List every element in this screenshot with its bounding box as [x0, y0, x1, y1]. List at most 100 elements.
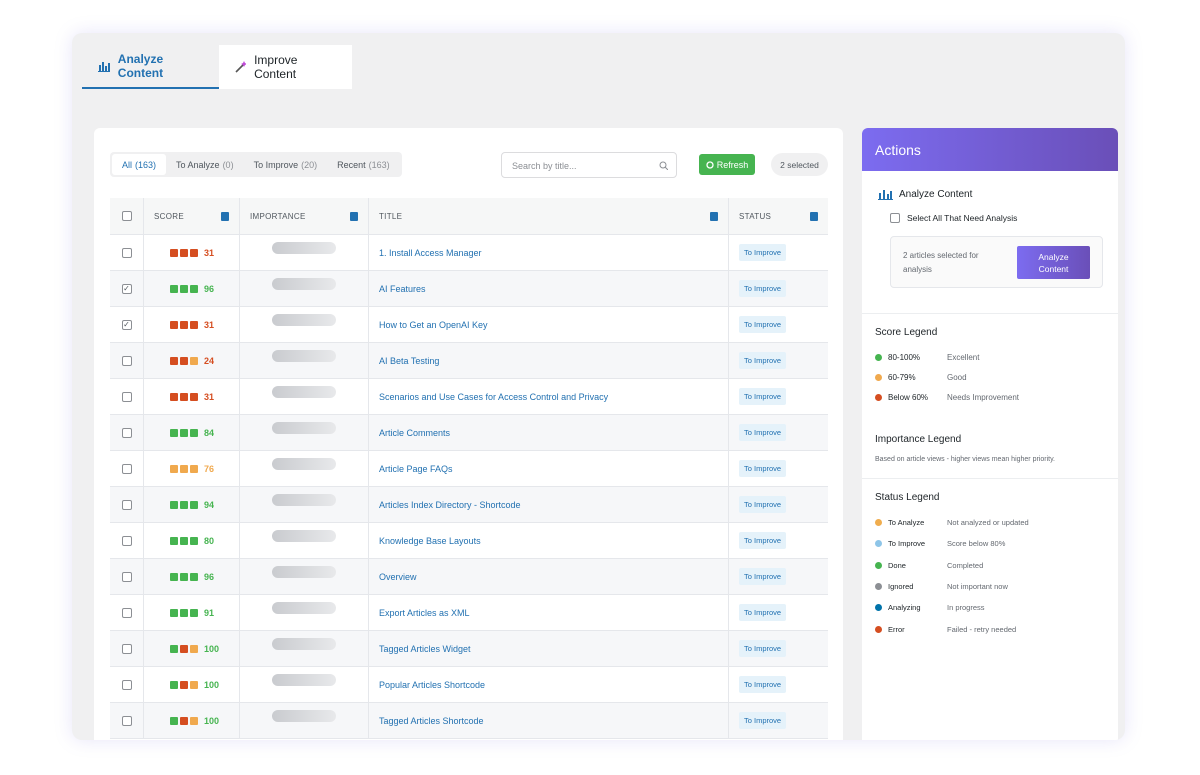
search-box[interactable]: Search by title...: [501, 152, 677, 178]
status-badge: To Improve: [739, 568, 787, 585]
legend-item: 80-100% Excellent: [875, 353, 979, 362]
importance-bar: [272, 421, 336, 434]
score-value: 96: [204, 283, 215, 294]
article-title[interactable]: Scenarios and Use Cases for Access Contr…: [379, 391, 609, 402]
cell: Scenarios and Use Cases for Access Contr…: [369, 379, 729, 414]
article-title[interactable]: Article Page FAQs: [379, 463, 453, 474]
cell: [240, 343, 369, 378]
tab-analyze[interactable]: Analyze Content: [82, 45, 219, 89]
importance-bar: [272, 241, 336, 254]
filter-tab[interactable]: Recent (163): [327, 154, 400, 175]
cell: [110, 703, 144, 738]
content-panel: All (163) To Analyze (0) To Improve (20) Recen…: [94, 128, 843, 740]
filter-bar: All (163) To Analyze (0) To Improve (20) Recen…: [110, 152, 402, 177]
articles-table: SCORE IMPORTANCE TITLE STATUS 31 1. Install A…: [110, 198, 828, 739]
score-square: [180, 536, 188, 545]
checkbox[interactable]: [121, 643, 132, 654]
score-square: [170, 680, 178, 689]
checkbox[interactable]: [121, 679, 132, 690]
article-title[interactable]: Tagged Articles Widget: [379, 643, 471, 654]
cell: [110, 379, 144, 414]
legend-dot: [875, 625, 882, 633]
importance-bar: [272, 673, 336, 686]
filter-tab[interactable]: To Improve (20): [244, 154, 328, 175]
search-icon: [659, 161, 668, 170]
checkbox[interactable]: [121, 463, 132, 474]
cell: AI Beta Testing: [369, 343, 729, 378]
cell: To Improve: [729, 271, 828, 306]
table-row: 76 Article Page FAQs To Improve: [110, 451, 828, 487]
score-square: [170, 500, 178, 509]
legend-text: Failed - retry needed: [947, 624, 1017, 634]
checkbox[interactable]: [121, 427, 132, 438]
cell: [110, 559, 144, 594]
table-row: 31 1. Install Access Manager To Improve: [110, 235, 828, 271]
article-title[interactable]: AI Beta Testing: [379, 355, 440, 366]
checkbox[interactable]: [121, 211, 132, 221]
sort-icon[interactable]: [221, 211, 229, 221]
article-title[interactable]: How to Get an OpenAI Key: [379, 319, 488, 330]
tab-improve[interactable]: Improve Content: [219, 45, 352, 89]
checkbox[interactable]: [121, 499, 132, 510]
refresh-button[interactable]: Refresh: [699, 154, 755, 175]
checkbox[interactable]: [121, 571, 132, 582]
legend-item: To Analyze Not analyzed or updated: [875, 518, 1029, 527]
article-title[interactable]: Article Comments: [379, 427, 451, 438]
sort-icon[interactable]: [710, 211, 718, 221]
selection-note: 2 articles selected for analysis: [903, 251, 979, 274]
cell: 84: [144, 415, 240, 450]
status-badge: To Improve: [739, 676, 787, 693]
checkbox[interactable]: [121, 391, 132, 402]
checkbox[interactable]: [890, 213, 900, 223]
article-title[interactable]: 1. Install Access Manager: [379, 247, 482, 258]
score-square: [190, 500, 198, 509]
importance-bar: [272, 529, 336, 542]
article-title[interactable]: Knowledge Base Layouts: [379, 535, 481, 546]
checkbox[interactable]: [121, 607, 132, 618]
score-square: [180, 680, 188, 689]
status-badge: To Improve: [739, 496, 787, 513]
cell: [240, 451, 369, 486]
header-cell: STATUS: [729, 198, 828, 234]
legend-text: In progress: [947, 603, 985, 613]
header-label: SCORE: [154, 211, 184, 221]
checkbox[interactable]: [121, 247, 132, 258]
header-cell: SCORE: [144, 198, 240, 234]
article-title[interactable]: Articles Index Directory - Shortcode: [379, 499, 521, 510]
cell: 31: [144, 307, 240, 342]
score-square: [190, 536, 198, 545]
cell: ✓: [110, 271, 144, 306]
checkbox[interactable]: ✓: [121, 319, 132, 330]
divider: [862, 478, 1118, 479]
checkbox[interactable]: [121, 355, 132, 366]
article-title[interactable]: Overview: [379, 571, 417, 582]
checkbox[interactable]: [121, 535, 132, 546]
filter-tab[interactable]: To Analyze (0): [166, 154, 244, 175]
article-title[interactable]: AI Features: [379, 283, 426, 294]
cell: 1. Install Access Manager: [369, 235, 729, 270]
score-value: 96: [204, 571, 215, 582]
status-badge: To Improve: [739, 640, 787, 657]
article-title[interactable]: Tagged Articles Shortcode: [379, 715, 484, 726]
checkbox[interactable]: ✓: [121, 283, 132, 294]
checkbox[interactable]: [121, 715, 132, 726]
cell: [240, 595, 369, 630]
sort-icon[interactable]: [350, 211, 358, 221]
cell: Popular Articles Shortcode: [369, 667, 729, 702]
filter-tab[interactable]: All (163): [112, 154, 167, 175]
cell: [110, 667, 144, 702]
legend-title: Score Legend: [875, 327, 938, 338]
selected-count: 2 selected: [771, 153, 828, 176]
cell: 96: [144, 271, 240, 306]
article-title[interactable]: Popular Articles Shortcode: [379, 679, 486, 690]
score-square: [170, 608, 178, 617]
score-square: [190, 572, 198, 581]
score-square: [180, 644, 188, 653]
score-value: 94: [204, 499, 215, 510]
select-all[interactable]: Select All That Need Analysis: [890, 213, 1017, 223]
sort-icon[interactable]: [810, 211, 818, 221]
importance-bar: [272, 385, 336, 398]
analyze-button[interactable]: Analyze Content: [1017, 246, 1090, 279]
status-badge: To Improve: [739, 532, 787, 549]
article-title[interactable]: Export Articles as XML: [379, 607, 470, 618]
